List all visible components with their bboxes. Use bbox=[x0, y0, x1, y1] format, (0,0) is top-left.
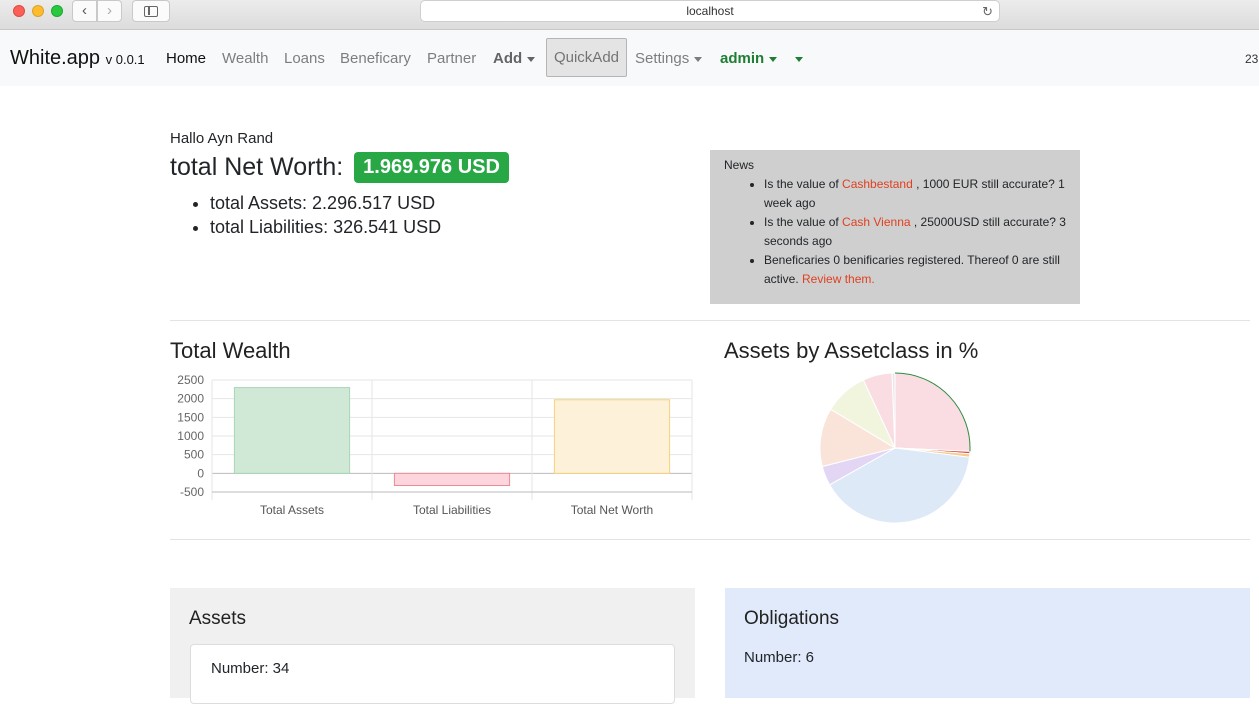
pie-slice bbox=[828, 447, 970, 524]
nav-user-label: admin bbox=[720, 50, 765, 67]
news-text: , 25000USD still accurate? 3 seconds ago bbox=[764, 215, 1066, 248]
nav-add-dropdown[interactable]: Add bbox=[493, 50, 536, 67]
caret-down-icon bbox=[527, 56, 536, 62]
y-tick-label: 2000 bbox=[177, 392, 204, 406]
assets-inner-card: Number: 34 bbox=[190, 644, 675, 704]
y-tick-label: 2500 bbox=[177, 373, 204, 387]
news-text: , 1000 EUR still accurate? 1 week ago bbox=[764, 177, 1065, 210]
x-tick-label: Total Assets bbox=[260, 503, 324, 517]
pie-slice bbox=[819, 408, 897, 468]
reload-icon[interactable]: ↻ bbox=[982, 4, 993, 19]
chevron-left-icon: ‹ bbox=[82, 2, 87, 19]
brand[interactable]: White.app v 0.0.1 bbox=[10, 47, 145, 70]
sidebar-icon bbox=[144, 6, 158, 17]
nav-loans[interactable]: Loans bbox=[284, 50, 325, 67]
assets-number: Number: 34 bbox=[211, 660, 290, 677]
news-text: Beneficaries 0 benificaries registered. … bbox=[764, 253, 1060, 286]
wealth-summary-list: total Assets: 2.296.517 USD total Liabil… bbox=[210, 193, 441, 241]
chevron-right-icon: › bbox=[107, 2, 112, 19]
total-liabilities-item: total Liabilities: 326.541 USD bbox=[210, 217, 441, 241]
navbar-right-text: 23 bbox=[1245, 52, 1259, 66]
news-item: Is the value of Cashbestand , 1000 EUR s… bbox=[764, 175, 1066, 213]
y-tick-label: 500 bbox=[184, 448, 204, 462]
total-wealth-title: Total Wealth bbox=[170, 338, 291, 363]
bar bbox=[393, 472, 511, 487]
nav-user-dropdown[interactable]: admin bbox=[720, 50, 778, 67]
y-tick-label: -500 bbox=[180, 485, 204, 499]
nav-settings-dropdown[interactable]: Settings bbox=[635, 50, 703, 67]
news-text: Is the value of bbox=[764, 215, 843, 229]
zoom-window-button[interactable] bbox=[51, 5, 63, 17]
y-tick-label: 0 bbox=[197, 466, 204, 480]
nav-home[interactable]: Home bbox=[166, 50, 207, 67]
y-tick-label: 1000 bbox=[177, 429, 204, 443]
forward-button[interactable]: › bbox=[97, 0, 122, 22]
quickadd-button[interactable]: QuickAdd bbox=[546, 38, 627, 77]
news-link-cash-vienna[interactable]: Cash Vienna bbox=[842, 215, 911, 229]
sidebar-toggle-button[interactable] bbox=[132, 0, 170, 22]
obligations-number: Number: 6 bbox=[744, 649, 815, 666]
news-panel: News Is the value of Cashbestand , 1000 … bbox=[710, 150, 1080, 304]
news-text: Is the value of bbox=[764, 177, 843, 191]
news-link-review[interactable]: Review them. bbox=[802, 272, 875, 286]
assets-by-class-pie-chart bbox=[819, 372, 971, 524]
total-assets-item: total Assets: 2.296.517 USD bbox=[210, 193, 441, 217]
nav-extra-dropdown[interactable] bbox=[790, 50, 803, 67]
pie-slice-outline bbox=[894, 372, 971, 452]
x-tick-label: Total Net Worth bbox=[571, 503, 653, 517]
assets-card: Assets Number: 34 bbox=[170, 588, 695, 704]
divider bbox=[170, 320, 1250, 321]
caret-down-icon bbox=[795, 56, 803, 62]
assets-card-title: Assets bbox=[189, 608, 247, 629]
minimize-window-button[interactable] bbox=[32, 5, 44, 17]
address-bar[interactable]: localhost ↻ bbox=[420, 0, 1000, 22]
caret-down-icon bbox=[769, 56, 778, 62]
app-navbar: White.app v 0.0.1 Home Wealth Loans Bene… bbox=[0, 30, 1259, 86]
nav-beneficary[interactable]: Beneficary bbox=[340, 50, 411, 67]
close-window-button[interactable] bbox=[13, 5, 25, 17]
back-button[interactable]: ‹ bbox=[72, 0, 97, 22]
nav-settings-label: Settings bbox=[635, 50, 690, 67]
greeting: Hallo Ayn Rand bbox=[170, 130, 274, 147]
browser-toolbar: ‹ › localhost ↻ bbox=[0, 0, 1259, 30]
y-tick-label: 1500 bbox=[177, 410, 204, 424]
nav-wealth[interactable]: Wealth bbox=[222, 50, 269, 67]
net-worth-badge: 1.969.976 USD bbox=[354, 152, 509, 183]
nav-add-label: Add bbox=[493, 50, 523, 67]
nav-partner[interactable]: Partner bbox=[427, 50, 477, 67]
assets-by-class-title: Assets by Assetclass in % bbox=[724, 338, 979, 363]
bar bbox=[233, 387, 351, 474]
url-text: localhost bbox=[686, 4, 734, 18]
pie-slice bbox=[894, 372, 971, 452]
news-item: Is the value of Cash Vienna , 25000USD s… bbox=[764, 213, 1066, 251]
news-title: News bbox=[724, 158, 755, 172]
x-tick-label: Total Liabilities bbox=[413, 503, 491, 517]
brand-version: v 0.0.1 bbox=[105, 52, 145, 67]
pie-slice bbox=[891, 372, 896, 449]
news-list: Is the value of Cashbestand , 1000 EUR s… bbox=[764, 175, 1066, 289]
caret-down-icon bbox=[694, 56, 703, 62]
news-link-cashbestand[interactable]: Cashbestand bbox=[842, 177, 913, 191]
total-wealth-bar-chart: 2500 2000 1500 1000 500 0 -500 Total Assets Tota… bbox=[177, 373, 693, 517]
bar bbox=[553, 399, 671, 474]
news-item: Beneficaries 0 benificaries registered. … bbox=[764, 251, 1066, 289]
obligations-card-title: Obligations bbox=[744, 608, 840, 629]
divider bbox=[170, 539, 1250, 540]
brand-name: White.app bbox=[10, 47, 101, 69]
obligations-card: Obligations Number: 6 bbox=[725, 588, 1250, 698]
net-worth-label: total Net Worth: bbox=[170, 153, 344, 181]
net-worth-heading: total Net Worth: 1.969.976 USD bbox=[170, 152, 509, 183]
